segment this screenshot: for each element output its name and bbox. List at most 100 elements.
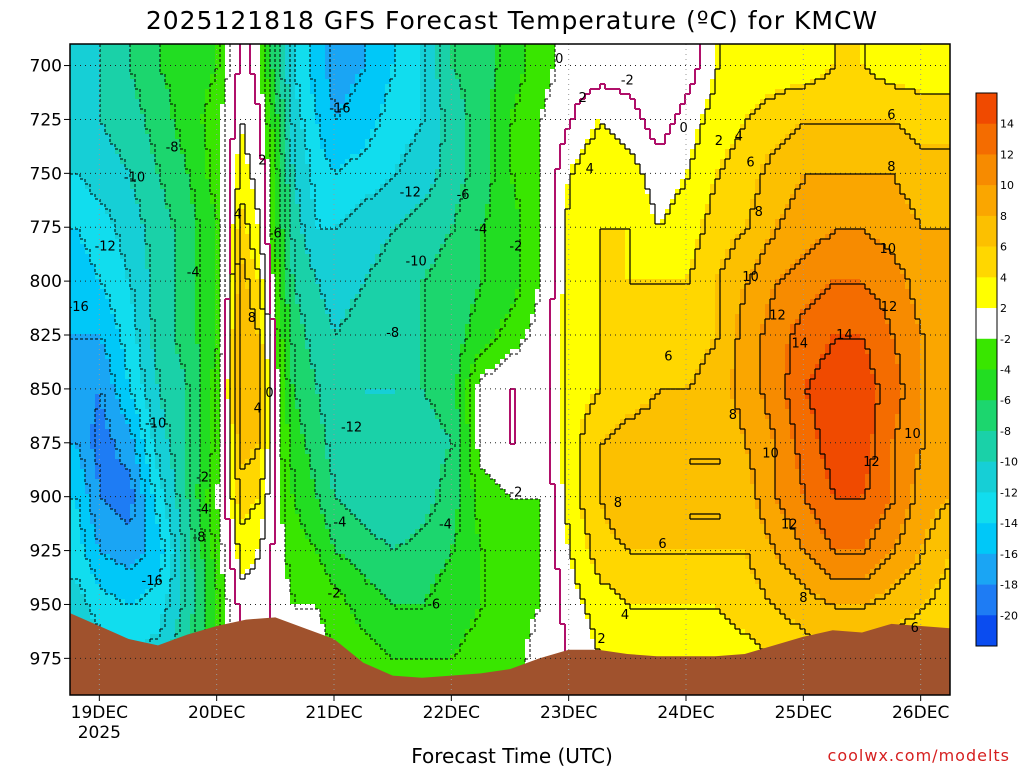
contour-label: 2 (579, 91, 587, 106)
contour-label: 8 (755, 205, 763, 220)
colorbar-swatch (976, 154, 997, 186)
contour-label: -4 (196, 503, 209, 518)
colorbar-label: -14 (1000, 517, 1018, 530)
x-tick-label: 25DEC (775, 703, 832, 723)
x-year-label: 2025 (78, 723, 121, 743)
contour-label: 10 (904, 427, 921, 442)
contour-label: 0 (680, 121, 688, 136)
colorbar-label: -18 (1000, 579, 1018, 592)
contour-label: -2 (509, 485, 522, 500)
colorbar-swatch (976, 246, 997, 278)
contour-label: 8 (887, 160, 895, 175)
x-tick-label: 24DEC (657, 703, 714, 723)
contour-label: -10 (145, 416, 166, 431)
contour-label: -2 (509, 240, 522, 255)
contour-label: -2 (621, 74, 634, 89)
terrain-fill (70, 613, 950, 695)
contour-label: 12 (881, 300, 898, 315)
colorbar-label: 12 (1000, 148, 1014, 161)
contour-label: -8 (193, 531, 206, 546)
colorbar-swatch (976, 553, 997, 585)
colorbar-swatch (976, 523, 997, 555)
colorbar-label: 6 (1000, 241, 1007, 254)
contour-label: 4 (586, 162, 594, 177)
colorbar-swatch (976, 93, 997, 125)
contour-label: -10 (124, 171, 145, 186)
contour-label: 2 (715, 134, 723, 149)
contour-label: 6 (658, 537, 666, 552)
colorbar-swatch (976, 615, 997, 647)
contour-label: -2 (328, 587, 341, 602)
terrain-layer (70, 613, 950, 695)
y-tick-label: 825 (30, 326, 62, 346)
colorbar-label: -16 (1000, 548, 1018, 561)
colorbar-swatch (976, 369, 997, 401)
contour-label: 14 (792, 337, 809, 352)
y-tick-label: 950 (30, 595, 62, 615)
x-tick-label: 22DEC (423, 703, 480, 723)
positive-contours (229, 44, 950, 695)
contour-lines (70, 44, 950, 695)
contour-label: 8 (614, 496, 622, 511)
colorbar-swatch (976, 492, 997, 524)
contour-label: -12 (400, 186, 421, 201)
colorbar-swatch (976, 338, 997, 370)
colorbar-swatch (976, 430, 997, 462)
contour-label: 8 (248, 311, 256, 326)
y-tick-label: 775 (30, 218, 62, 238)
contour-label: 0 (555, 52, 563, 67)
contour-label: 14 (836, 328, 853, 343)
colorbar-swatch (976, 584, 997, 616)
contour-label: -12 (95, 240, 116, 255)
y-tick-label: 975 (30, 649, 62, 669)
colorbar-swatch (976, 308, 997, 340)
colorbar-label: -4 (1000, 364, 1011, 377)
freezing-contour (224, 44, 701, 695)
contour-label: -16 (142, 574, 163, 589)
colorbar-swatch (976, 215, 997, 247)
contour-label: 4 (254, 401, 262, 416)
y-tick-label: 800 (30, 272, 62, 292)
x-tick-label: 21DEC (305, 703, 362, 723)
chart-title: 2025121818 GFS Forecast Temperature (ºC)… (0, 6, 1024, 35)
contour-label: 10 (742, 270, 759, 285)
contour-label: 0 (265, 386, 273, 401)
colorbar-swatch (976, 185, 997, 217)
colorbar-label: 4 (1000, 271, 1007, 284)
colorbar-swatch (976, 461, 997, 493)
colorbar-label: 14 (1000, 118, 1014, 131)
contour-label: 8 (799, 591, 807, 606)
colorbar-label: -2 (1000, 333, 1011, 346)
grid-lines (70, 44, 950, 695)
y-tick-label: 700 (30, 57, 62, 77)
contour-label: 2 (258, 153, 266, 168)
contour-label: -2 (196, 470, 209, 485)
contour-label: -6 (457, 188, 470, 203)
contour-label: 4 (870, 33, 878, 48)
contour-label: 10 (880, 242, 897, 257)
contour-label: 12 (863, 455, 880, 470)
y-tick-label: 750 (30, 164, 62, 184)
colorbar-label: 10 (1000, 179, 1014, 192)
contour-label: -10 (406, 255, 427, 270)
contour-label: 12 (769, 309, 786, 324)
x-tick-label: 20DEC (188, 703, 245, 723)
plot-area (70, 44, 950, 695)
x-tick-label: 19DEC (71, 703, 128, 723)
contour-label: -4 (439, 518, 452, 533)
x-tick-label: 23DEC (540, 703, 597, 723)
contour-label: -12 (341, 421, 362, 436)
colorbar-label: 8 (1000, 210, 1007, 223)
contour-label: 8 (729, 408, 737, 423)
contour-label: -4 (187, 265, 200, 280)
contour-label: 6 (911, 621, 919, 636)
contour-label: 2 (597, 632, 605, 647)
contour-label: -4 (333, 516, 346, 531)
contour-label: -4 (474, 222, 487, 237)
contour-label: 4 (621, 608, 629, 623)
colorbar-label: -6 (1000, 394, 1011, 407)
contour-label: 10 (762, 447, 779, 462)
contour-label: 6 (746, 156, 754, 171)
y-tick-label: 925 (30, 542, 62, 562)
